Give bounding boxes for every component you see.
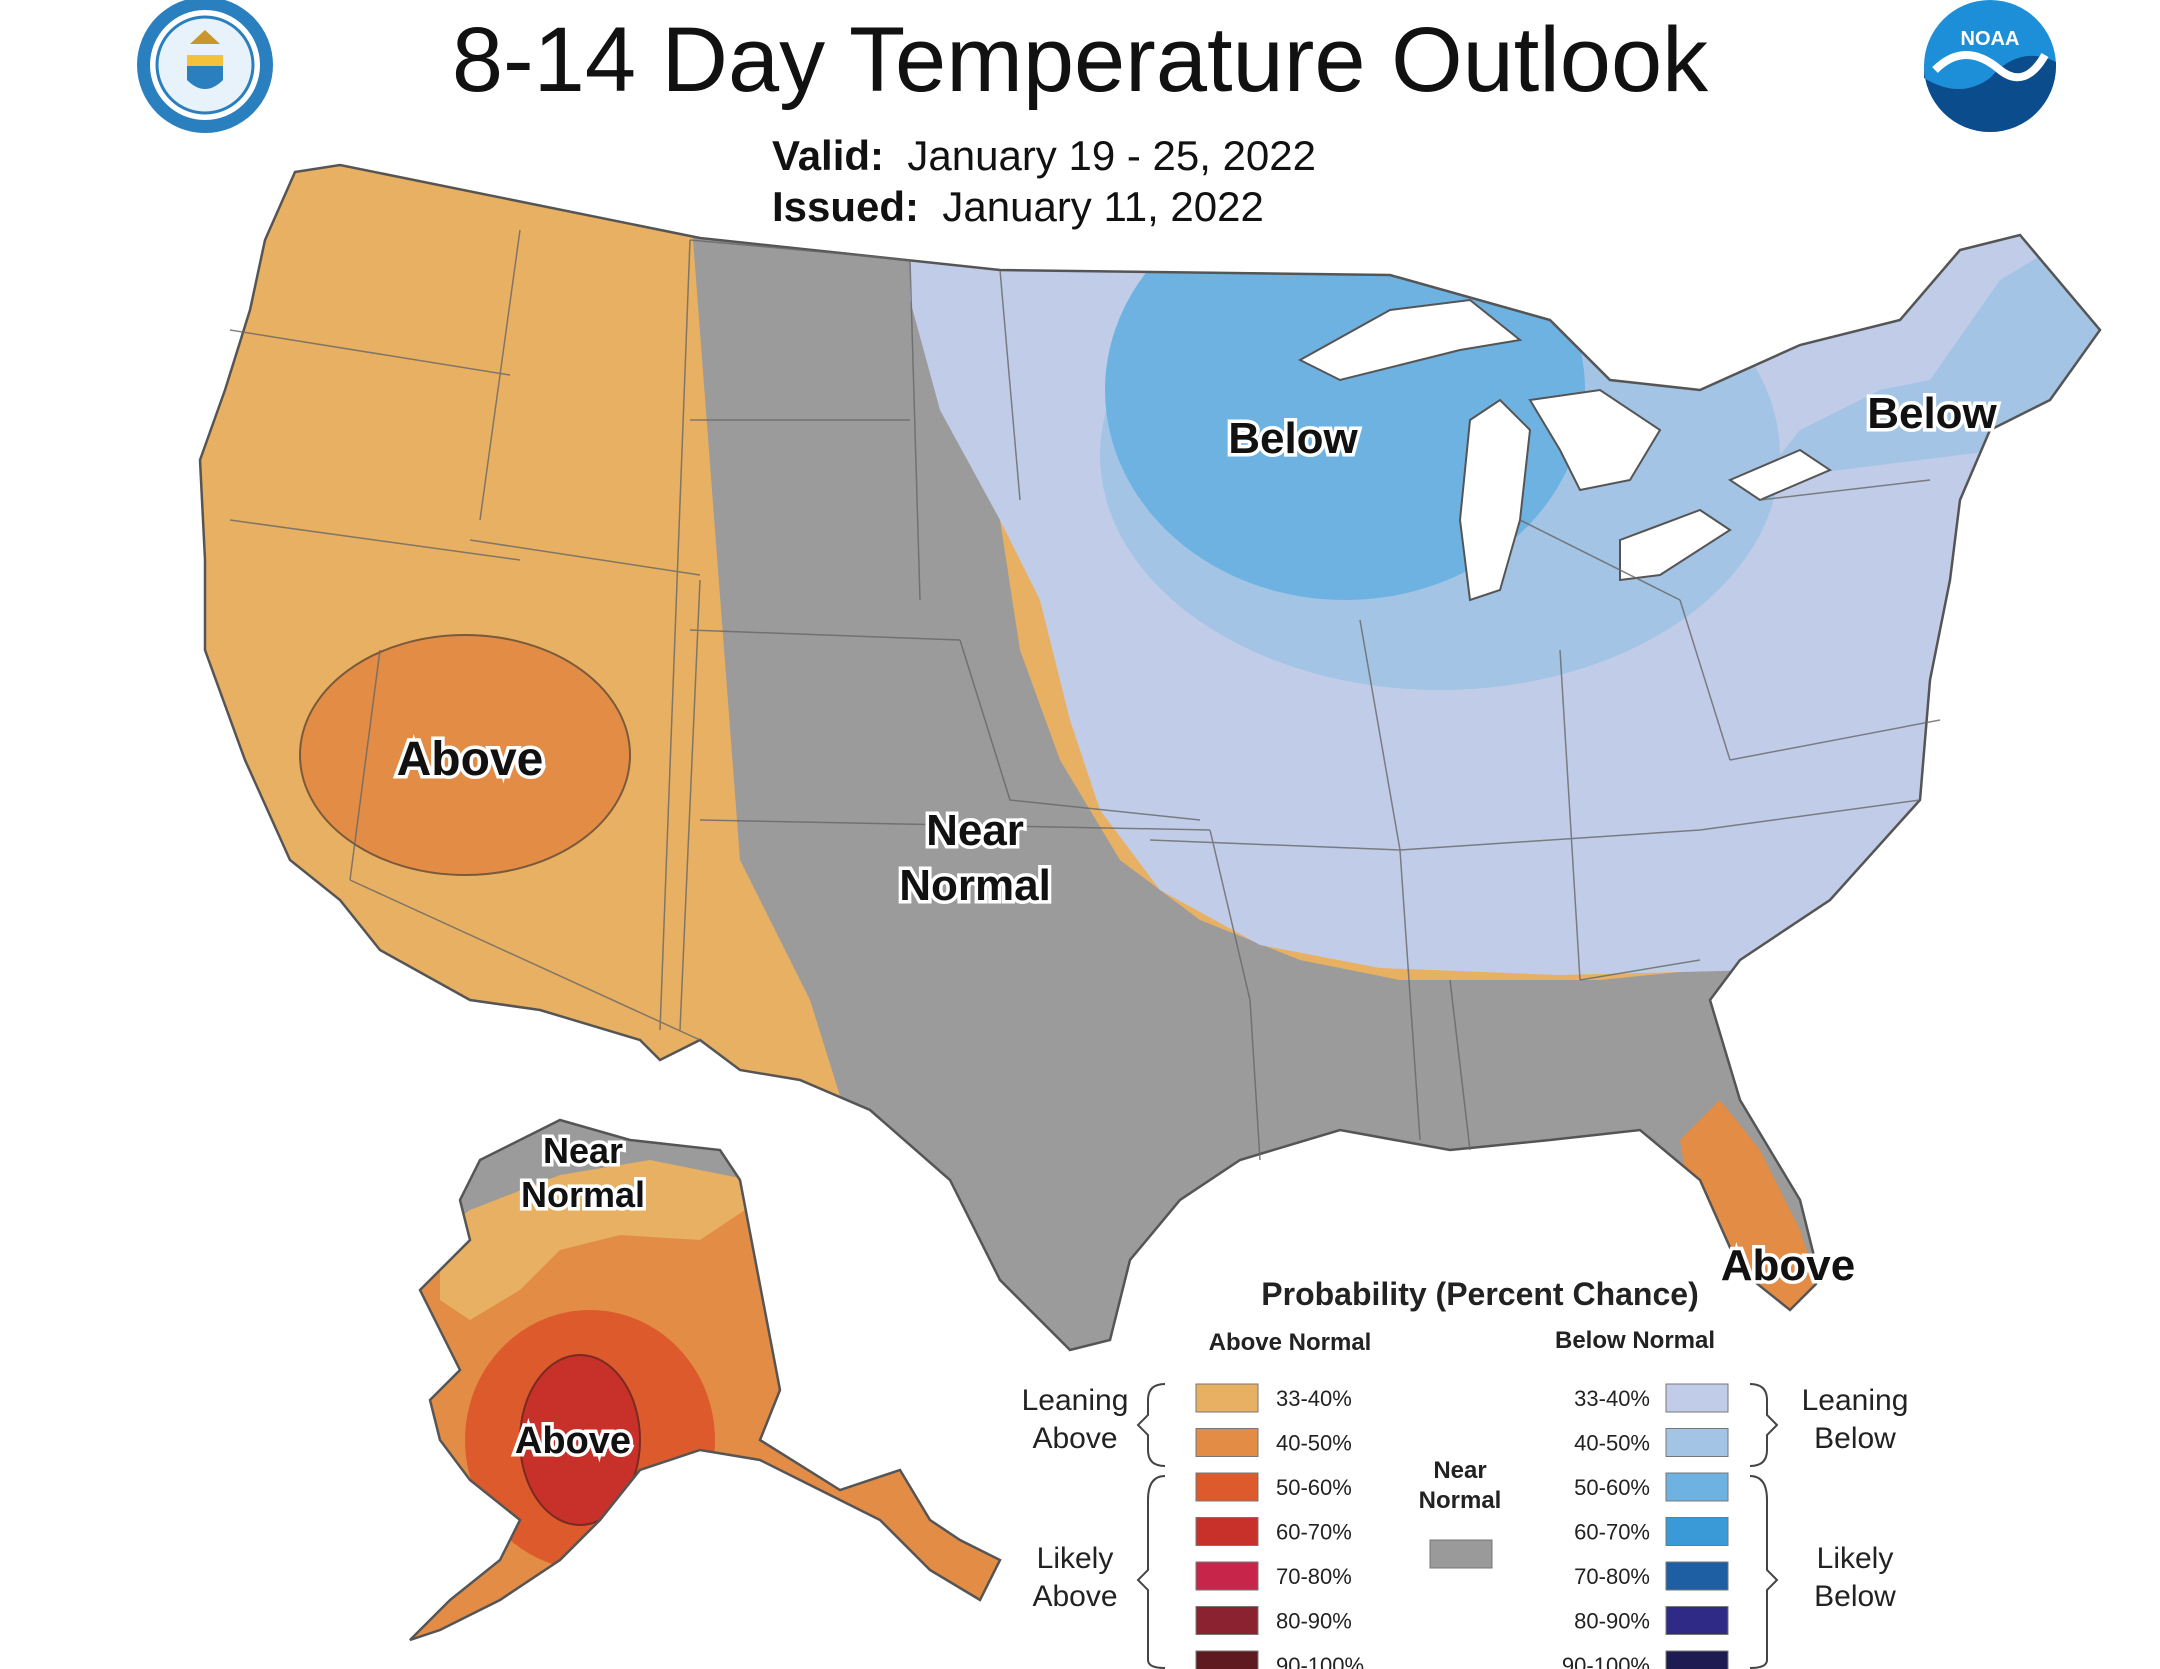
below-swatch-1: [1665, 1428, 1729, 1457]
below-bin-label-4: 70-80%: [1574, 1564, 1650, 1589]
legend-leaning-below-2: Below: [1814, 1422, 1896, 1455]
brace-likely-below: [1749, 1475, 1779, 1669]
noaa-logo-icon: NOAA: [1924, 0, 2056, 133]
below-bin-label-0: 33-40%: [1574, 1386, 1650, 1411]
state-borders: [229, 229, 1941, 1161]
label-near-line1: Near: [926, 806, 1024, 855]
issued-date: January 11, 2022: [942, 183, 1264, 230]
legend-likely-below-2: Below: [1814, 1580, 1896, 1613]
below-bin-label-1: 40-50%: [1574, 1431, 1650, 1456]
noaa-logo-text: NOAA: [1961, 28, 2020, 50]
below-bin-label-3: 60-70%: [1574, 1520, 1650, 1545]
valid-label: Valid:: [772, 132, 885, 179]
above-bin-label-6: 90-100%: [1276, 1653, 1364, 1669]
above-swatch-5: [1195, 1606, 1259, 1635]
legend-near-1: Near: [1433, 1457, 1486, 1484]
above-bin-label-4: 70-80%: [1276, 1564, 1352, 1589]
above-swatch-1: [1195, 1428, 1259, 1457]
label-below-northeast: Below: [1867, 389, 1997, 438]
above-swatch-2: [1195, 1472, 1259, 1502]
below-swatch-6: [1665, 1650, 1729, 1669]
great-lakes: [1297, 298, 1833, 602]
map-title: 8-14 Day Temperature Outlook: [451, 9, 1709, 111]
above-swatch-3: [1195, 1517, 1259, 1546]
conus-outline: [198, 163, 2102, 1352]
brace-leaning-above: [1136, 1383, 1166, 1467]
legend-likely-above-1: Likely: [1037, 1542, 1114, 1575]
below-swatch-5: [1665, 1606, 1729, 1635]
legend-title: Probability (Percent Chance): [1261, 1276, 1698, 1312]
doc-seal-icon: [137, 0, 273, 133]
alaska-outline: [409, 1118, 1002, 1642]
below-swatch-3: [1665, 1517, 1729, 1546]
legend-below-header: Below Normal: [1555, 1327, 1715, 1354]
legend-leaning-above-1: Leaning: [1022, 1384, 1129, 1417]
legend-leaning-above-2: Above: [1032, 1422, 1117, 1455]
above-bin-label-2: 50-60%: [1276, 1475, 1352, 1500]
above-bin-label-0: 33-40%: [1276, 1386, 1352, 1411]
above-bin-label-5: 80-90%: [1276, 1609, 1352, 1634]
label-below-midwest: Below: [1228, 414, 1358, 463]
below-bin-label-2: 50-60%: [1574, 1475, 1650, 1500]
issued-line: Issued: January 11, 2022: [772, 183, 1264, 231]
legend: Probability (Percent Chance) Above Norma…: [1022, 1276, 1909, 1669]
below-bin-label-6: 90-100%: [1562, 1653, 1650, 1669]
valid-line: Valid: January 19 - 25, 2022: [772, 132, 1316, 180]
above-swatch-4: [1195, 1561, 1259, 1591]
label-above-west: Above: [397, 733, 544, 786]
label-ak-near-line2: Normal: [521, 1174, 645, 1215]
label-ak-near-line1: Near: [543, 1130, 623, 1171]
label-near-line2: Normal: [899, 861, 1051, 910]
below-swatch-0: [1665, 1383, 1729, 1413]
below-swatches: 33-40% 40-50% 50-60% 60-70% 70-80% 80-90% 90-1…: [1562, 1383, 1729, 1669]
below-bin-label-5: 80-90%: [1574, 1609, 1650, 1634]
legend-leaning-below-1: Leaning: [1802, 1384, 1909, 1417]
legend-likely-above-2: Above: [1032, 1580, 1117, 1613]
legend-near-2: Normal: [1419, 1487, 1502, 1514]
label-ak-above: Above: [515, 1420, 631, 1462]
legend-near-swatch: [1429, 1539, 1493, 1569]
above-swatch-0: [1195, 1383, 1259, 1413]
legend-likely-below-1: Likely: [1817, 1542, 1894, 1575]
above-bin-label-3: 60-70%: [1276, 1520, 1352, 1545]
issued-label: Issued:: [772, 183, 920, 230]
below-swatch-2: [1665, 1472, 1729, 1502]
brace-likely-above: [1136, 1475, 1166, 1669]
brace-leaning-below: [1749, 1383, 1779, 1467]
label-above-florida: Above: [1721, 1241, 1855, 1290]
above-bin-label-1: 40-50%: [1276, 1431, 1352, 1456]
above-swatch-6: [1195, 1650, 1259, 1669]
legend-above-header: Above Normal: [1209, 1329, 1372, 1356]
valid-dates: January 19 - 25, 2022: [907, 132, 1317, 179]
below-swatch-4: [1665, 1561, 1729, 1591]
above-swatches: 33-40% 40-50% 50-60% 60-70% 70-80% 80-90% 90-1…: [1195, 1383, 1364, 1669]
